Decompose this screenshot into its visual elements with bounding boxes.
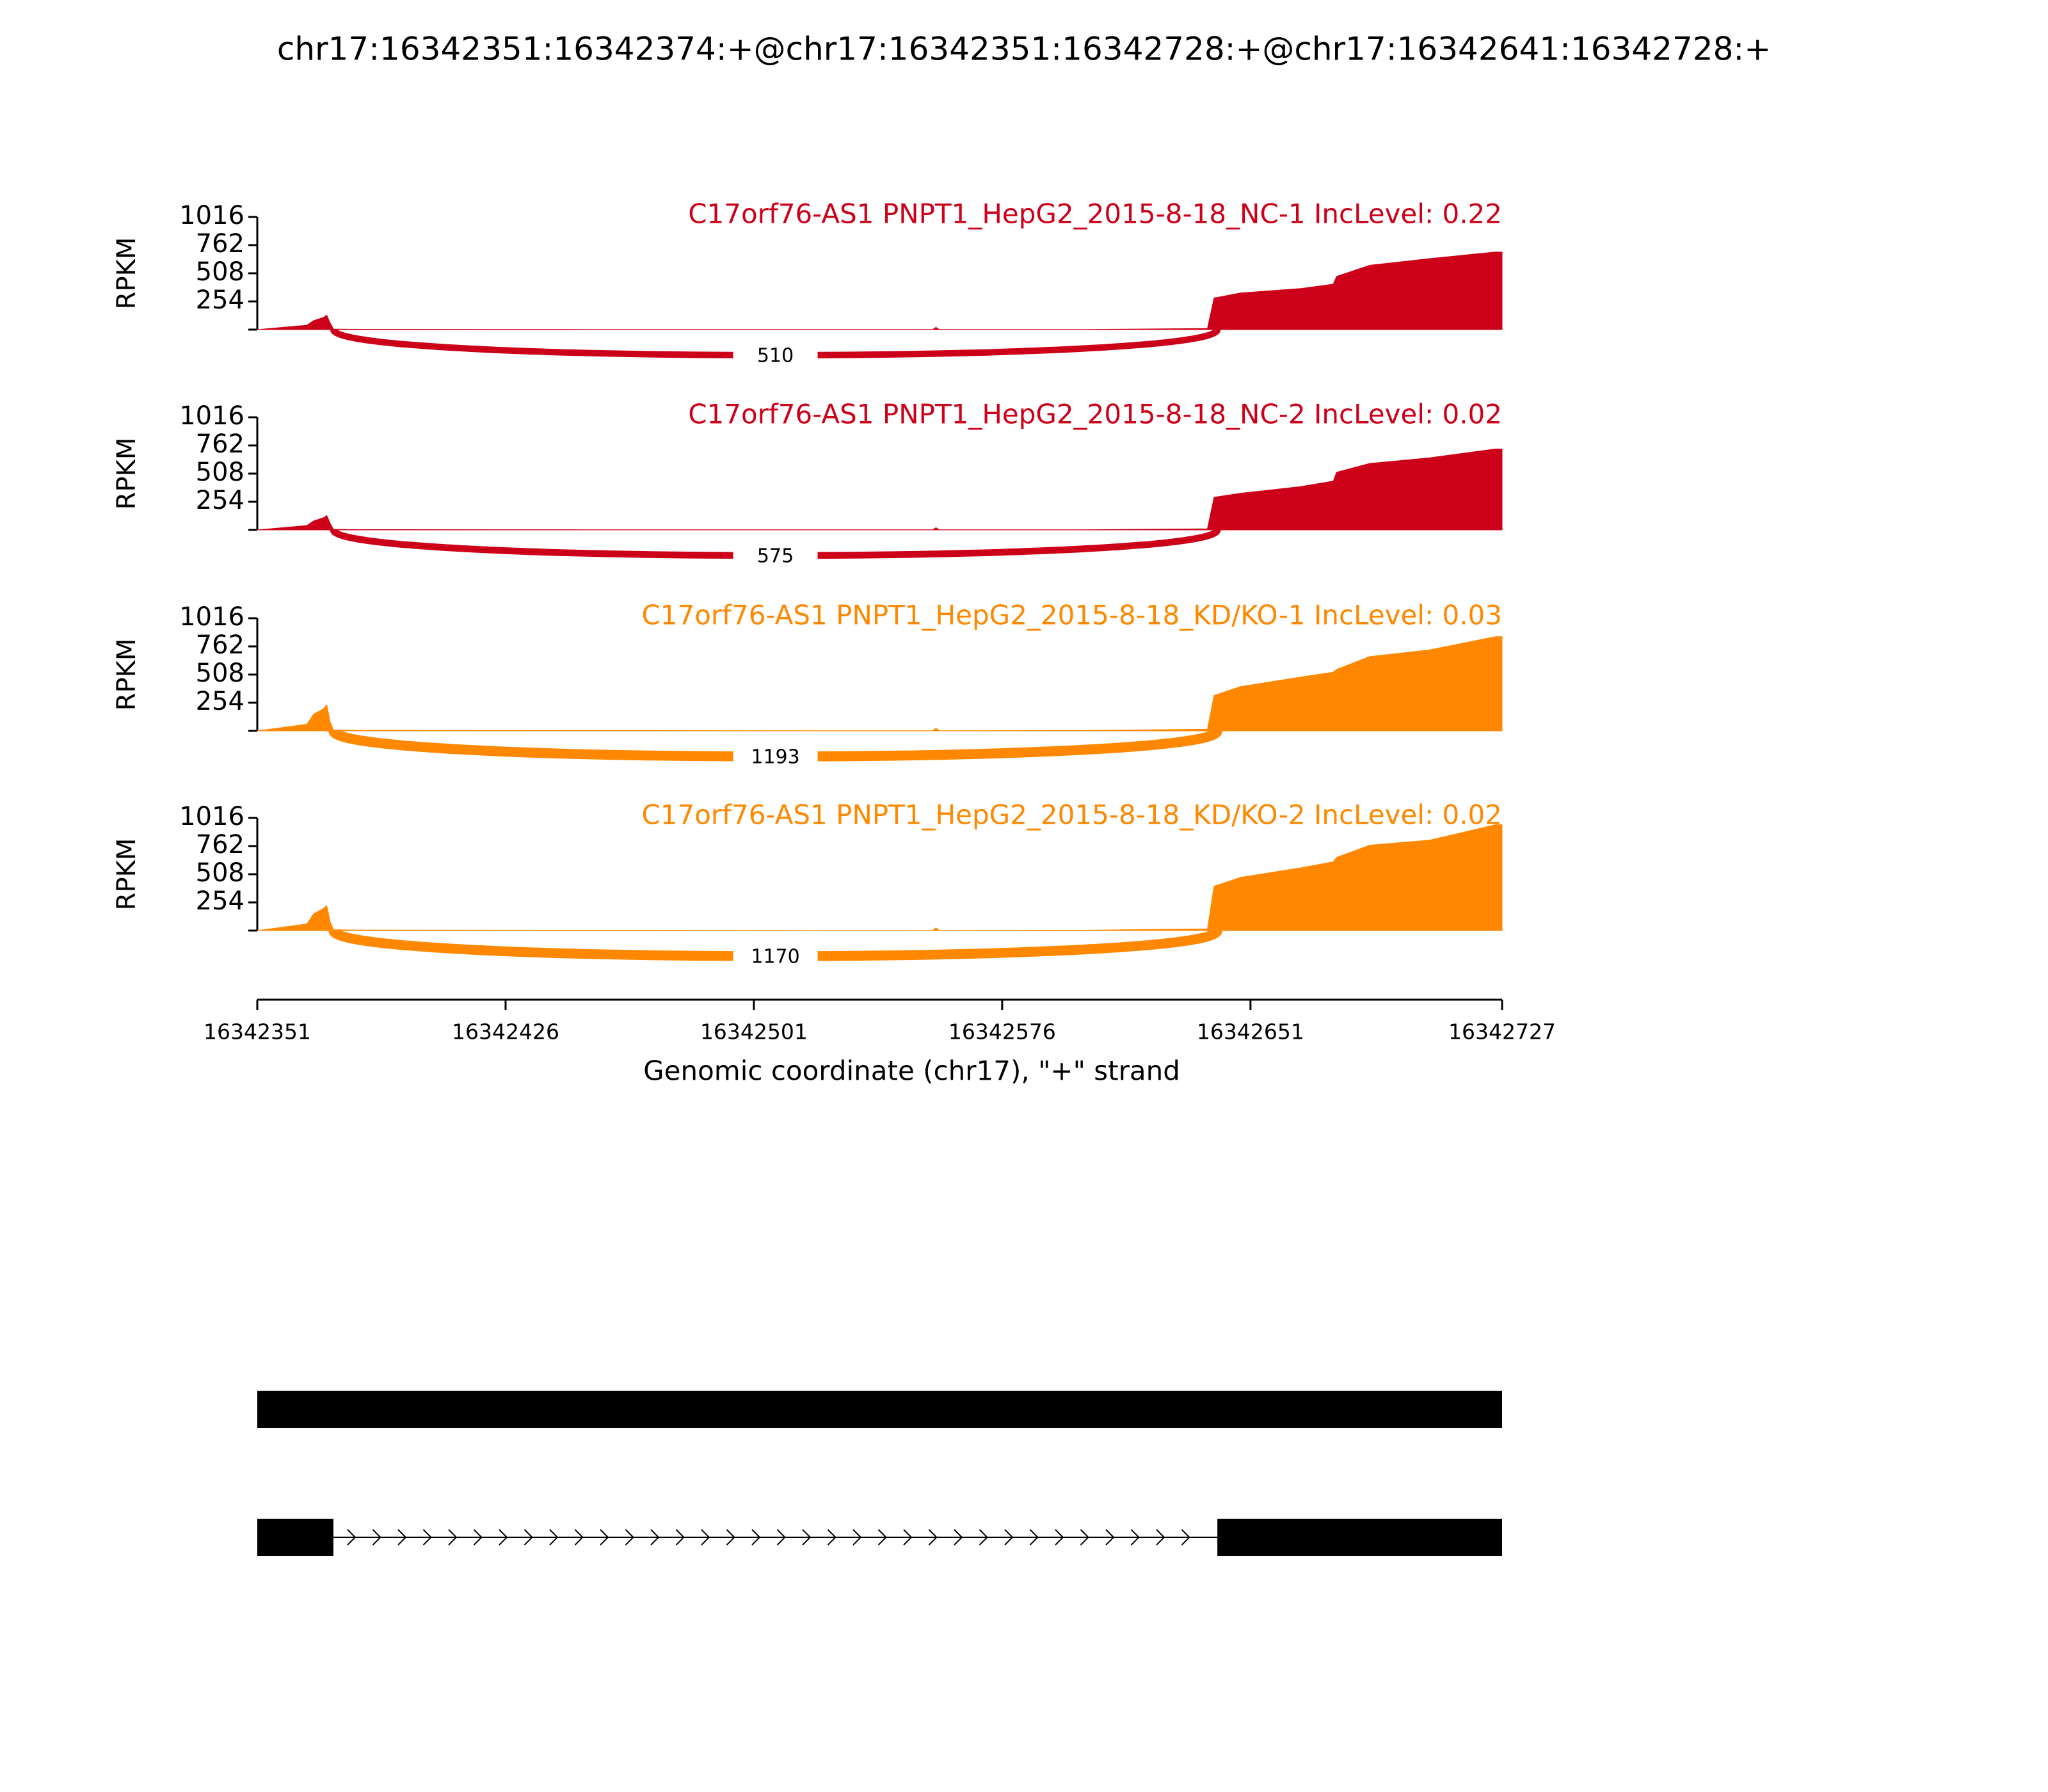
intron-chevron — [473, 1529, 483, 1546]
coverage-area — [257, 824, 1503, 931]
junction-label-bg — [733, 342, 818, 368]
intron-chevron — [827, 1529, 836, 1546]
intron-chevron — [675, 1529, 685, 1546]
junction-label-bg — [733, 744, 818, 769]
y-tick-label: 762 — [196, 229, 244, 259]
intron-chevron — [751, 1529, 761, 1546]
coverage-area — [257, 252, 1503, 330]
intron-chevron — [1181, 1529, 1190, 1546]
intron-chevron — [1130, 1529, 1140, 1546]
intron-chevron — [549, 1529, 559, 1546]
y-tick-label: 1016 — [179, 201, 244, 230]
intron-chevron — [600, 1529, 609, 1546]
x-tick-label: 16342576 — [948, 1020, 1056, 1044]
intron-chevron — [903, 1529, 913, 1546]
y-tick-label: 508 — [196, 257, 244, 287]
intron-chevron — [1055, 1529, 1064, 1546]
y-tick-label: 508 — [196, 858, 244, 888]
intron-chevron — [448, 1529, 458, 1546]
y-tick-label: 1016 — [179, 802, 244, 831]
y-tick-label: 1016 — [179, 401, 244, 431]
junction-label-bg — [733, 943, 818, 969]
y-tick-label: 508 — [196, 659, 244, 688]
x-tick-label: 16342351 — [204, 1020, 311, 1044]
intron-chevron — [397, 1529, 407, 1546]
intron-chevron — [422, 1529, 432, 1546]
y-tick-label: 762 — [196, 429, 244, 459]
intron-chevron — [347, 1529, 356, 1546]
x-tick-label: 16342651 — [1197, 1020, 1304, 1044]
intron-chevron — [726, 1529, 735, 1546]
y-tick-label: 254 — [196, 486, 244, 515]
intron-chevron — [877, 1529, 887, 1546]
intron-chevron — [650, 1529, 660, 1546]
intron-chevron — [1004, 1529, 1014, 1546]
junction-label: 510 — [757, 345, 794, 367]
track-title: C17orf76-AS1 PNPT1_HepG2_2015-8-18_NC-1 … — [688, 198, 1502, 230]
y-tick-label: 254 — [196, 886, 244, 916]
exon — [257, 1519, 333, 1556]
junction-label: 1193 — [751, 746, 799, 769]
intron-chevron — [1029, 1529, 1039, 1546]
intron-chevron — [574, 1529, 584, 1546]
intron-chevron — [372, 1529, 381, 1546]
intron-chevron — [802, 1529, 812, 1546]
intron-chevron — [625, 1529, 634, 1546]
x-tick-label: 16342727 — [1448, 1020, 1556, 1044]
x-axis-label: Genomic coordinate (chr17), "+" strand — [643, 1055, 1180, 1087]
y-axis-label: RPKM — [112, 438, 141, 510]
junction-label: 1170 — [751, 946, 799, 968]
intron-chevron — [524, 1529, 533, 1546]
intron-chevron — [954, 1529, 963, 1546]
y-tick-label: 1016 — [179, 602, 244, 632]
plot-title: chr17:16342351:16342374:+@chr17:16342351… — [277, 31, 1771, 68]
intron-chevron — [1105, 1529, 1115, 1546]
exon — [257, 1391, 1502, 1428]
junction-label-bg — [733, 543, 818, 568]
exon — [1217, 1519, 1502, 1556]
intron-chevron — [499, 1529, 508, 1546]
intron-chevron — [701, 1529, 710, 1546]
intron-chevron — [1156, 1529, 1165, 1546]
y-tick-label: 762 — [196, 630, 244, 660]
y-tick-label: 254 — [196, 687, 244, 716]
y-tick-label: 508 — [196, 458, 244, 487]
intron-chevron — [852, 1529, 862, 1546]
junction-label: 575 — [757, 545, 794, 568]
y-axis-label: RPKM — [112, 838, 141, 911]
x-tick-label: 16342501 — [700, 1020, 808, 1044]
intron-chevron — [928, 1529, 938, 1546]
track-title: C17orf76-AS1 PNPT1_HepG2_2015-8-18_NC-2 … — [688, 399, 1502, 430]
y-axis-label: RPKM — [112, 237, 141, 310]
track-title: C17orf76-AS1 PNPT1_HepG2_2015-8-18_KD/KO… — [641, 600, 1502, 631]
intron-chevron — [776, 1529, 786, 1546]
y-axis-label: RPKM — [112, 639, 141, 711]
x-tick-label: 16342426 — [452, 1020, 559, 1044]
coverage-area — [257, 636, 1503, 732]
intron-chevron — [1080, 1529, 1089, 1546]
y-tick-label: 254 — [196, 285, 244, 315]
intron-chevron — [979, 1529, 988, 1546]
coverage-area — [257, 449, 1503, 531]
track-title: C17orf76-AS1 PNPT1_HepG2_2015-8-18_KD/KO… — [641, 799, 1502, 831]
y-tick-label: 762 — [196, 830, 244, 860]
